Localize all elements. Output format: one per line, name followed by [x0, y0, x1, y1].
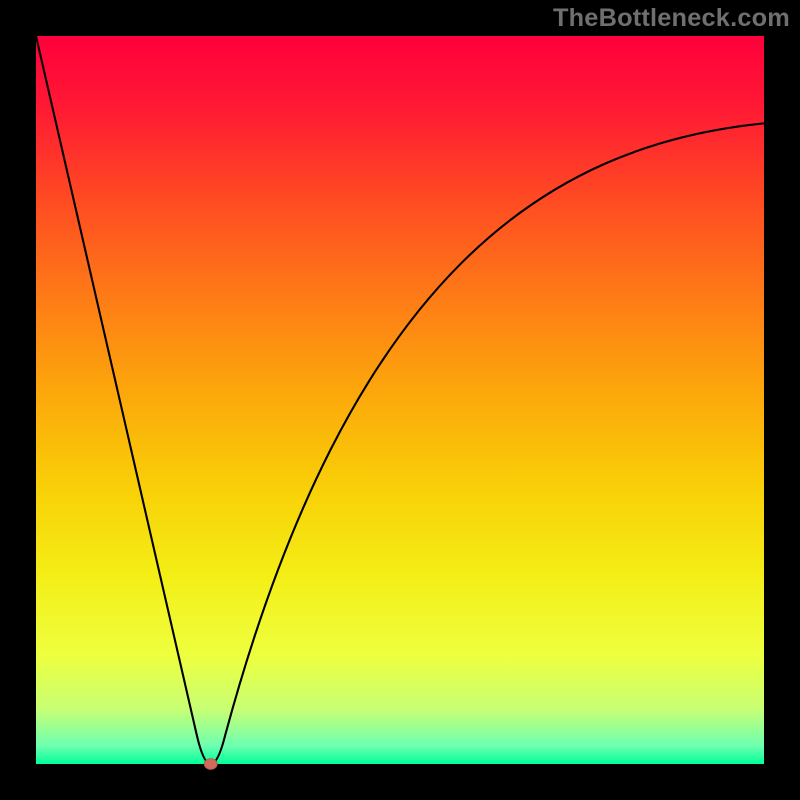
optimal-marker: [204, 759, 217, 770]
bottleneck-chart-svg: [0, 0, 800, 800]
chart-canvas: TheBottleneck.com: [0, 0, 800, 800]
watermark-text: TheBottleneck.com: [553, 4, 790, 33]
